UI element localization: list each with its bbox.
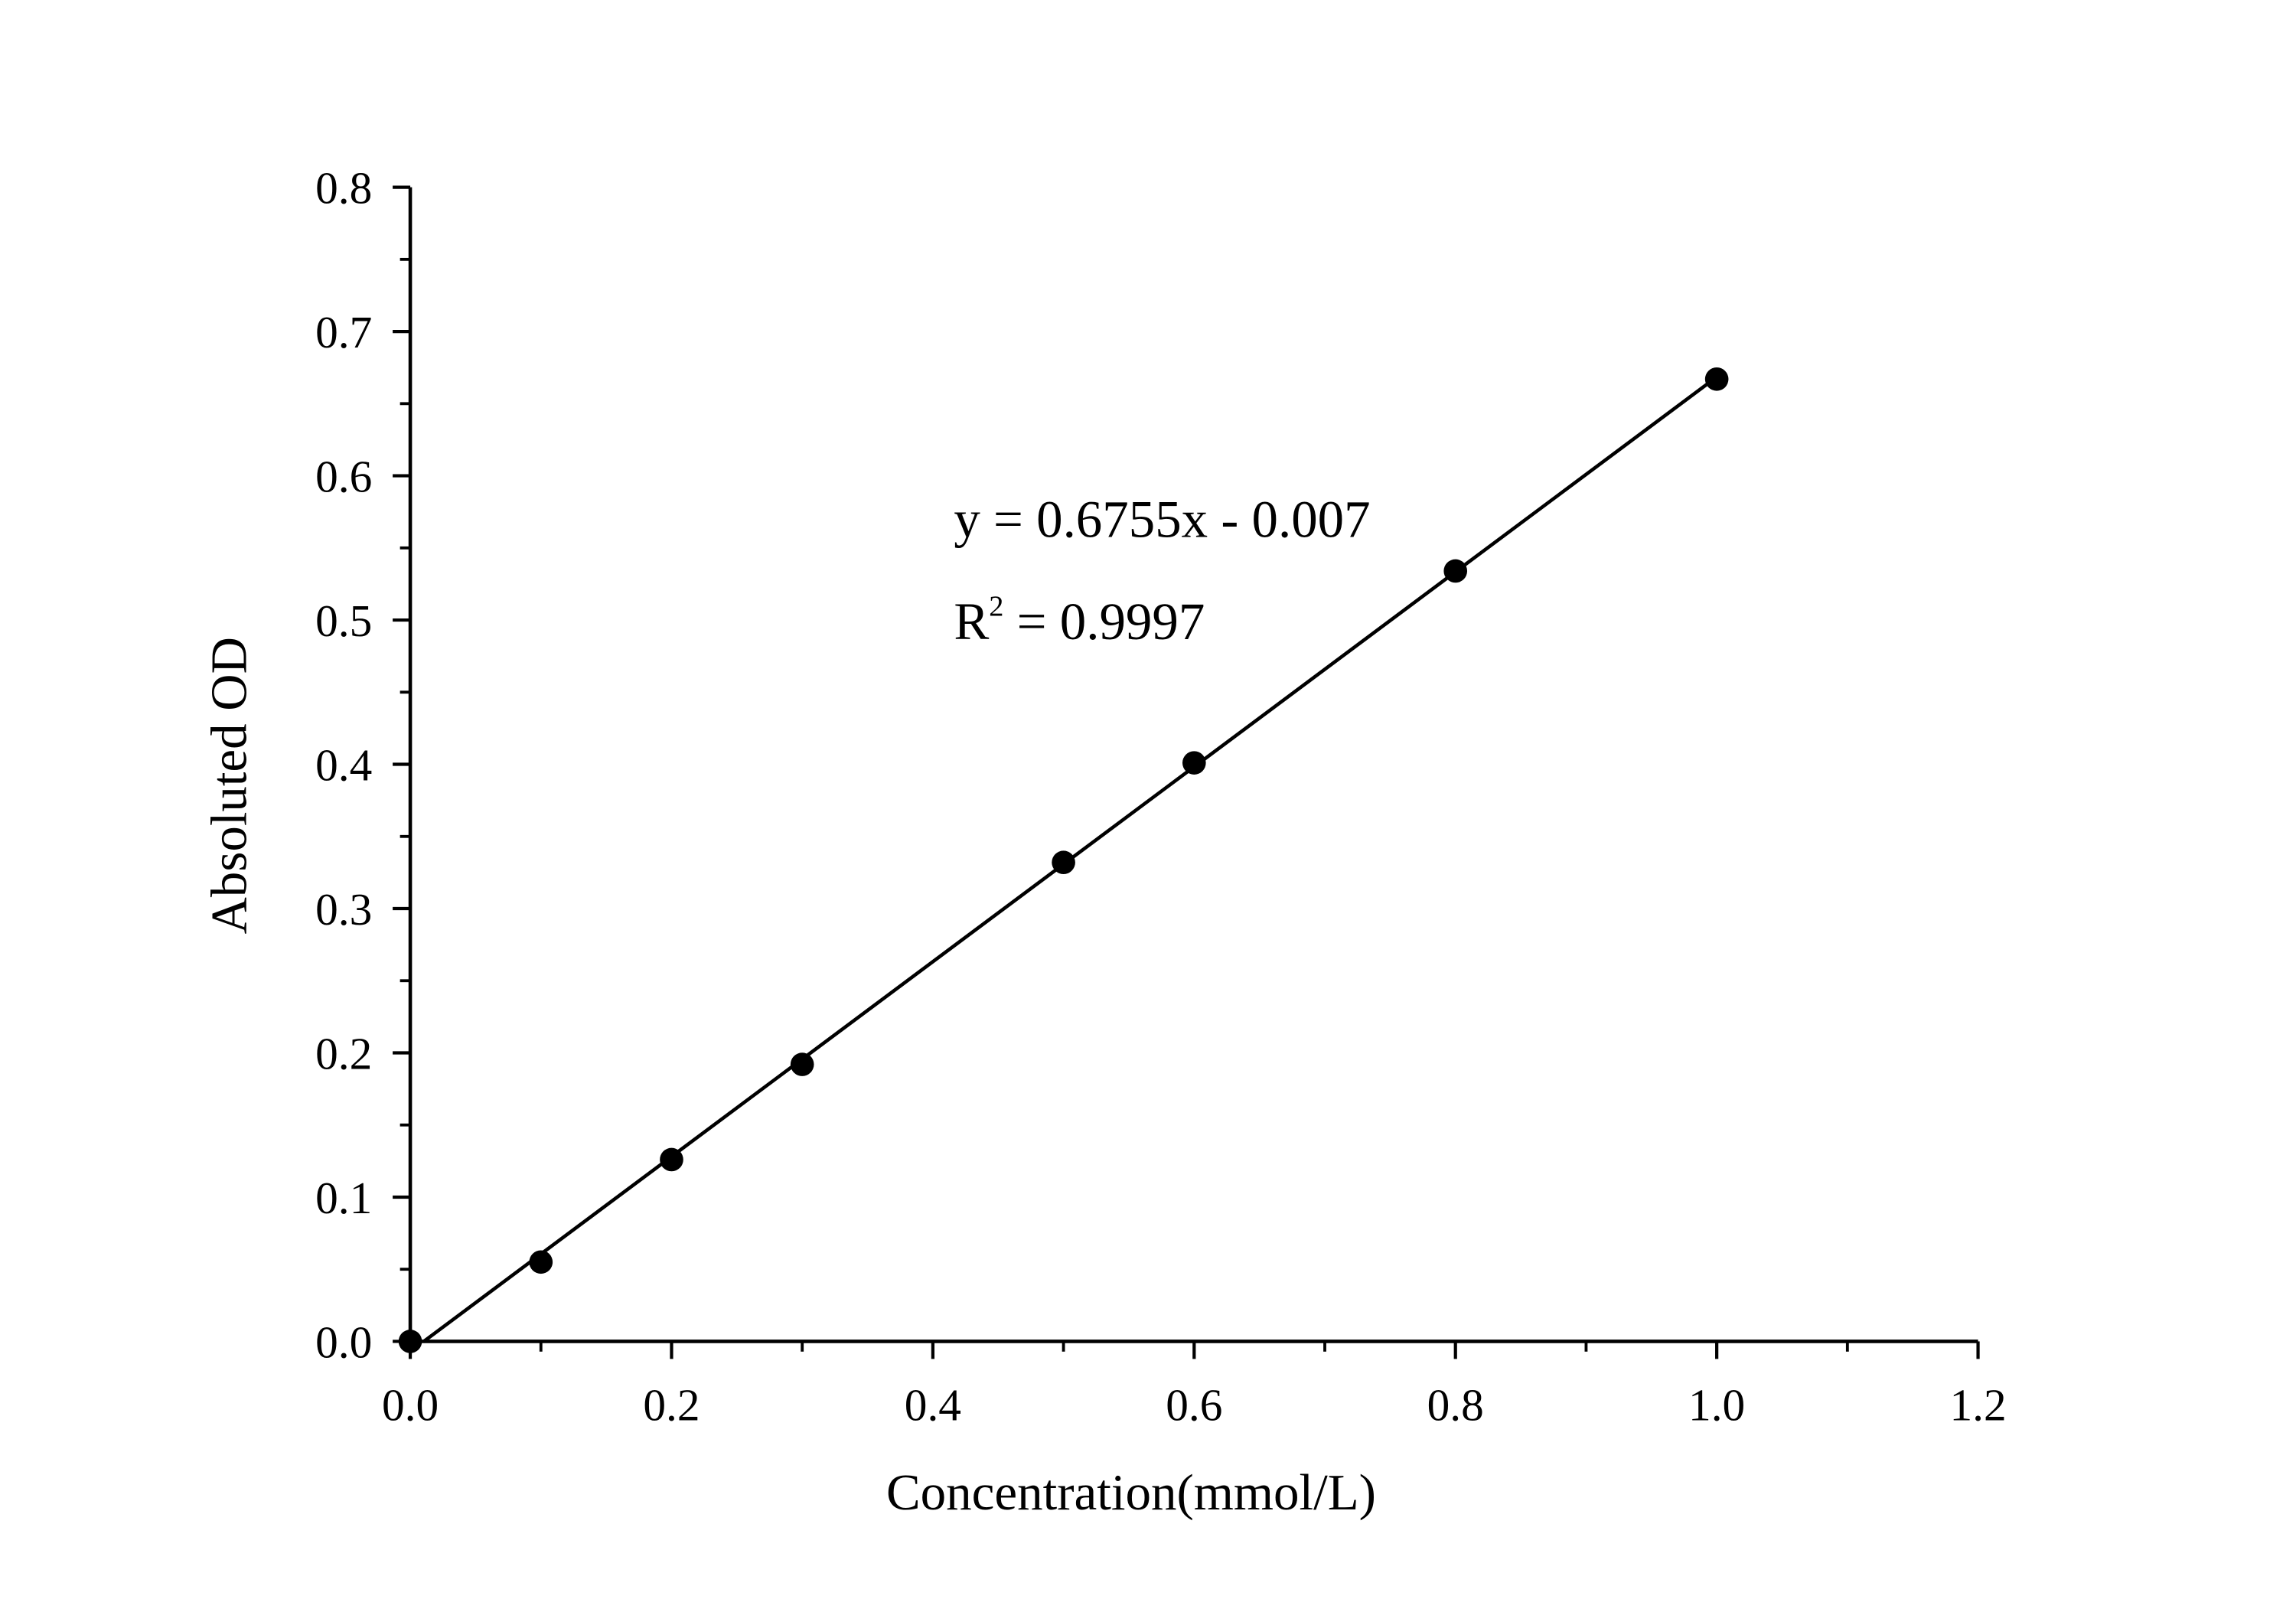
r2-superscript: 2: [989, 591, 1003, 623]
y-tick-label: 0.5: [315, 596, 372, 646]
data-point: [398, 1330, 422, 1353]
ticks: 0.0 0.2 0.4 0.6 0.8 1.0 1.2 0.0 0.1 0.2 0.3 0.4 0.5 0…: [315, 163, 2007, 1431]
x-axis-title: Concentration(mmol/L): [886, 1464, 1376, 1521]
y-tick-label: 0.7: [315, 307, 372, 357]
y-tick-label: 0.4: [315, 740, 372, 791]
data-point: [1052, 850, 1075, 874]
y-axis-title: Absoluted OD: [201, 637, 258, 934]
y-tick-label: 0.8: [315, 163, 372, 214]
y-tick-label: 0.3: [315, 884, 372, 935]
x-tick-label: 0.2: [643, 1380, 700, 1431]
data-point: [1182, 751, 1206, 775]
data-point: [660, 1147, 683, 1172]
x-tick-label: 0.0: [382, 1380, 439, 1431]
data-point: [1704, 367, 1729, 391]
x-tick-label: 0.6: [1166, 1380, 1222, 1431]
y-tick-label: 0.2: [315, 1029, 372, 1079]
equation-text: y = 0.6755x - 0.007: [954, 490, 1370, 548]
r2-prefix: R: [954, 592, 989, 651]
data-point: [790, 1052, 814, 1076]
equation-annotation: y = 0.6755x - 0.007: [954, 490, 1370, 548]
r2-value: = 0.9997: [1003, 592, 1205, 651]
x-tick-label: 0.4: [905, 1380, 961, 1431]
y-tick-label: 0.6: [315, 452, 372, 502]
x-tick-label: 0.8: [1427, 1380, 1484, 1431]
r2-annotation: R2 = 0.9997: [954, 591, 1205, 651]
data-point: [529, 1250, 553, 1274]
y-tick-label: 0.1: [315, 1173, 372, 1223]
data-points: [398, 367, 1729, 1353]
data-point: [1443, 559, 1468, 583]
y-tick-label: 0.0: [315, 1317, 372, 1368]
x-tick-label: 1.0: [1688, 1380, 1745, 1431]
x-tick-label: 1.2: [1949, 1380, 2006, 1431]
